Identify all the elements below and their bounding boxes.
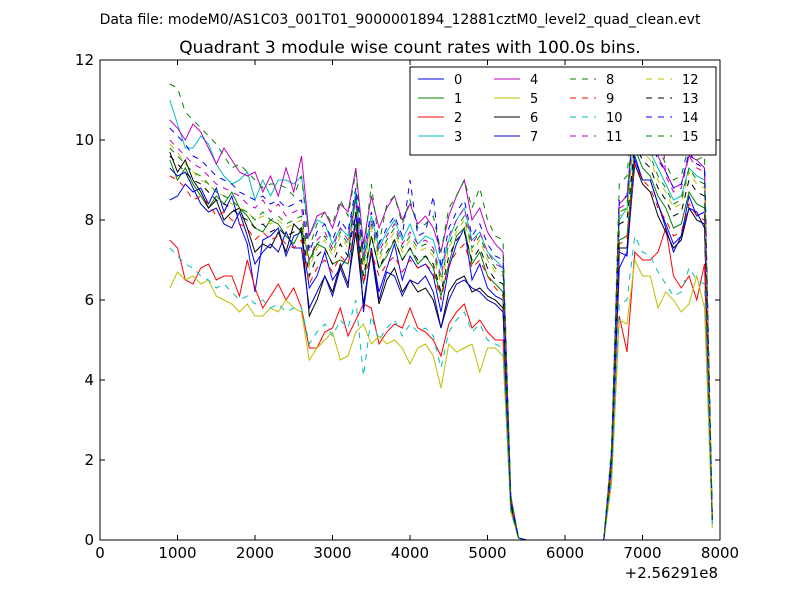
series-line-13	[169, 142, 713, 541]
x-tick-label: 0	[95, 544, 105, 562]
legend-label-0: 0	[454, 73, 462, 88]
x-offset-label: +2.56291e8	[625, 564, 718, 582]
series-line-2	[169, 227, 713, 541]
series-line-12	[169, 131, 713, 541]
y-tick-label: 2	[84, 451, 94, 469]
x-tick-label: 4000	[391, 544, 429, 562]
legend-label-8: 8	[606, 73, 614, 88]
series-line-9	[169, 162, 713, 541]
y-tick-label: 4	[84, 371, 94, 389]
y-tick-label: 10	[75, 131, 94, 149]
legend-label-13: 13	[682, 92, 699, 107]
x-tick-label: 6000	[546, 544, 584, 562]
series-line-3	[169, 99, 713, 541]
legend-label-5: 5	[530, 92, 538, 107]
series-line-11	[169, 78, 713, 541]
x-tick-label: 7000	[623, 544, 661, 562]
legend-label-12: 12	[682, 73, 699, 88]
y-tick-label: 8	[84, 211, 94, 229]
legend-label-2: 2	[454, 111, 462, 126]
legend-label-14: 14	[682, 111, 699, 126]
series-line-7	[169, 159, 713, 541]
legend-box	[409, 66, 717, 156]
figure-suptitle: Data file: modeM0/AS1C03_001T01_90000018…	[100, 12, 701, 28]
series-line-8	[169, 83, 713, 541]
series-line-5	[169, 258, 713, 541]
axis-ticks: 0 1000 2000 3000 4000 5000 6000 7000 80000246810…	[75, 51, 739, 562]
x-tick-label: 1000	[158, 544, 196, 562]
legend-label-15: 15	[682, 130, 699, 145]
y-tick-label: 0	[84, 531, 94, 549]
series-line-0	[169, 155, 713, 541]
legend-label-4: 4	[530, 73, 538, 88]
x-tick-label: 5000	[468, 544, 506, 562]
series-line-1	[169, 147, 713, 541]
legend-label-6: 6	[530, 111, 538, 126]
legend-label-10: 10	[606, 111, 623, 126]
legend-label-11: 11	[606, 130, 623, 145]
series-line-15	[169, 75, 713, 541]
y-tick-label: 6	[84, 291, 94, 309]
legend-label-1: 1	[454, 92, 462, 107]
legend-label-3: 3	[454, 130, 462, 145]
legend-label-9: 9	[606, 92, 614, 107]
x-tick-label: 8000	[701, 544, 739, 562]
series-layer	[169, 75, 713, 541]
x-tick-label: 3000	[313, 544, 351, 562]
legend-label-7: 7	[530, 130, 538, 145]
y-tick-label: 12	[75, 51, 94, 69]
chart-title: Quadrant 3 module wise count rates with …	[179, 38, 640, 58]
x-tick-label: 2000	[236, 544, 274, 562]
